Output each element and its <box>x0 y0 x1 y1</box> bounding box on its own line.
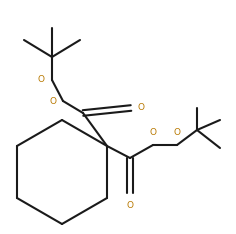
Text: O: O <box>126 201 134 210</box>
Text: O: O <box>49 96 56 106</box>
Text: O: O <box>38 76 45 84</box>
Text: O: O <box>173 128 181 137</box>
Text: O: O <box>138 103 145 113</box>
Text: O: O <box>149 128 156 137</box>
